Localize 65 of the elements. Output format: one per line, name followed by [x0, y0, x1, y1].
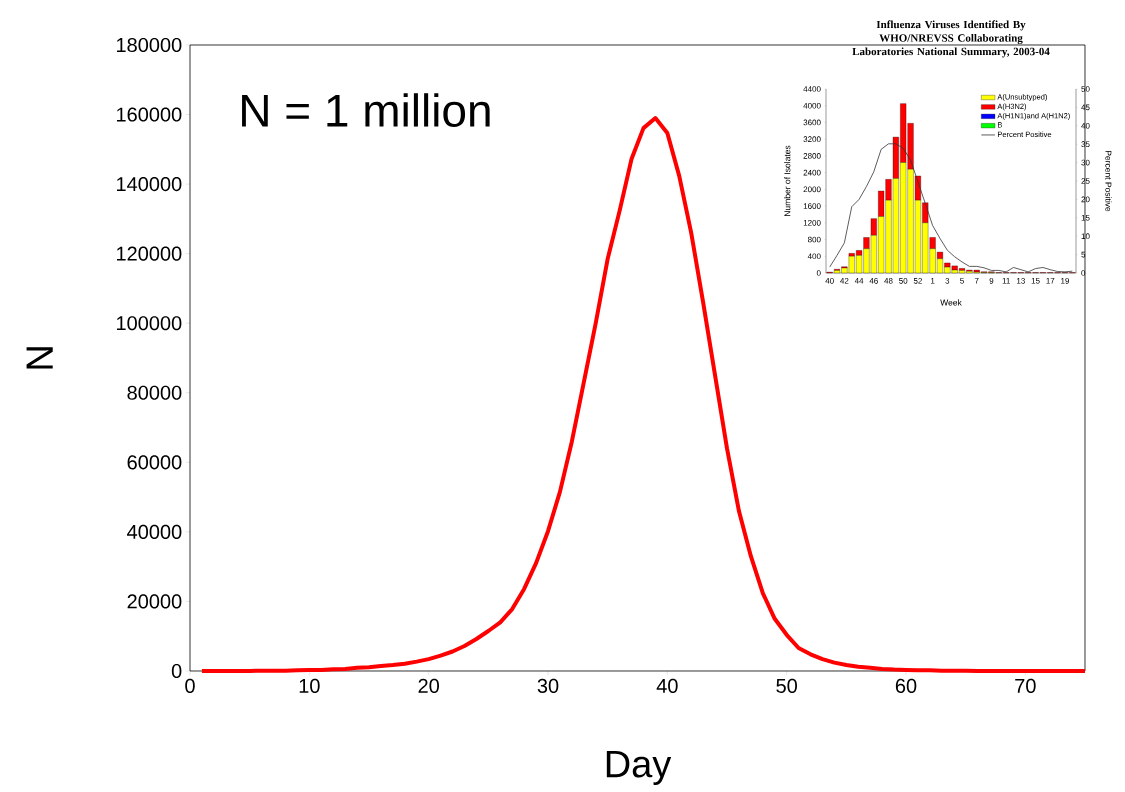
y-tick-label: 60000	[127, 455, 182, 470]
x-tick-label: 13	[1017, 278, 1025, 284]
x-tick-label: 15	[1031, 278, 1040, 284]
x-tick-label: 1	[931, 278, 935, 284]
x-tick-label: 50	[776, 678, 797, 693]
y-tick-label: 1600	[803, 203, 821, 209]
y2-tick-label: 15	[1081, 215, 1090, 221]
x-tick-label: 7	[974, 278, 979, 284]
y2-tick-label: 40	[1081, 122, 1090, 129]
x-tick-label: 5	[960, 278, 964, 284]
y-tick-label: 100000	[116, 316, 182, 331]
y-tick-label: 4000	[803, 102, 821, 109]
x-tick-label: 19	[1061, 278, 1070, 284]
x-tick-label: 42	[840, 278, 849, 284]
y-tick-label: 3200	[803, 136, 821, 143]
y2-tick-label: 5	[1081, 251, 1086, 258]
y-tick-label: 180000	[116, 37, 182, 53]
x-tick-label: 60	[895, 678, 917, 693]
y-axis-title: N	[26, 347, 53, 369]
y-tick-label: 120000	[116, 246, 182, 261]
x-tick-label: 40	[656, 678, 678, 693]
x-axis-title: Week	[940, 299, 962, 306]
y-tick-label: 2400	[803, 169, 821, 176]
y2-tick-label: 35	[1081, 141, 1090, 148]
x-tick-label: 20	[418, 678, 439, 693]
x-tick-label: 70	[1015, 678, 1036, 693]
y2-tick-label: 50	[1081, 86, 1090, 92]
y-tick-label: 20000	[127, 594, 182, 609]
y-tick-label: 3600	[803, 119, 821, 126]
x-tick-label: 3	[945, 278, 950, 284]
y-tick-label: 400	[807, 253, 821, 260]
y-axis-title: Number of Isolates	[784, 145, 791, 216]
y2-tick-label: 25	[1081, 178, 1090, 184]
x-tick-label: 46	[869, 278, 878, 284]
y2-tick-label: 0	[1081, 270, 1086, 276]
y-tick-label: 2000	[803, 186, 821, 193]
x-tick-label: 48	[884, 278, 893, 284]
y-tick-label: 80000	[127, 385, 182, 400]
y-tick-label: 800	[807, 236, 821, 243]
annotation: N = 1 million	[242, 93, 490, 127]
y2-tick-label: 30	[1081, 159, 1090, 166]
y-tick-label: 1200	[803, 219, 821, 226]
y-tick-label: 40000	[127, 524, 182, 539]
x-axis-title: Day	[606, 751, 672, 786]
y-tick-label: 2800	[803, 153, 821, 159]
y-tick-label: 0	[816, 270, 821, 276]
y2-tick-label: 10	[1081, 233, 1090, 240]
y2-tick-label: 45	[1081, 104, 1090, 111]
x-tick-label: 0	[185, 678, 195, 693]
x-tick-label: 50	[899, 278, 908, 284]
x-tick-label: 40	[825, 278, 834, 284]
x-tick-label: 10	[299, 678, 320, 693]
chart-title: Influenza Viruses Identified By WHO/NREVSS Collaborating Laboratories National Summary, 2003-04	[852, 20, 1050, 58]
x-tick-label: 52	[913, 278, 922, 284]
y-tick-label: 4400	[803, 86, 821, 92]
y-tick-label: 0	[171, 663, 182, 679]
x-tick-label: 44	[854, 278, 864, 284]
y-tick-label: 140000	[116, 177, 182, 192]
x-tick-label: 30	[537, 678, 559, 693]
y2-tick-label: 20	[1081, 196, 1090, 203]
x-tick-label: 9	[989, 278, 994, 284]
x-tick-label: 11	[1002, 278, 1010, 284]
y-tick-label: 160000	[116, 107, 182, 122]
x-tick-label: 17	[1046, 278, 1055, 284]
y2-axis-title: Percent Positive	[1105, 150, 1112, 212]
